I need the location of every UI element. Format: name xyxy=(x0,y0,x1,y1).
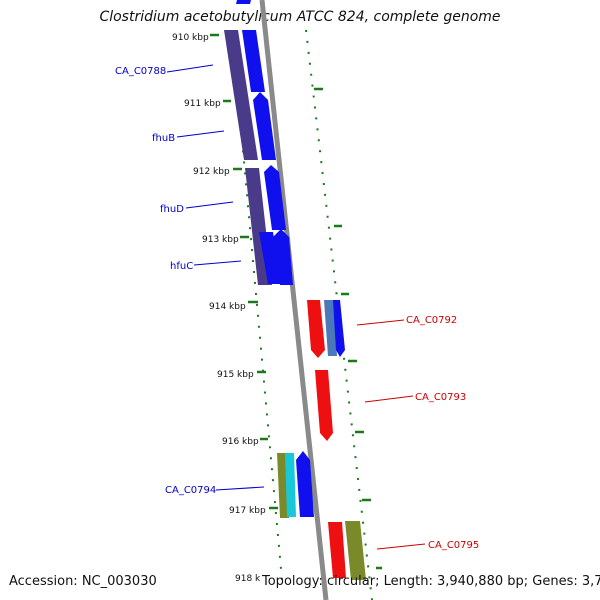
tick-label-910: 910 kbp xyxy=(172,33,209,43)
tick-label-916: 916 kbp xyxy=(222,437,259,447)
genome-backbone xyxy=(259,0,329,600)
leader-ca-c0792 xyxy=(356,319,405,326)
gene-label-hfuc: hfuC xyxy=(170,261,193,272)
tick-label-913: 913 kbp xyxy=(202,235,239,245)
leader-fhud xyxy=(185,201,234,209)
right-major-ticks xyxy=(314,87,382,570)
tick-label-917: 917 kbp xyxy=(229,506,266,516)
tick-label-912: 912 kbp xyxy=(193,167,230,177)
gene-block-blue-7 xyxy=(333,300,345,357)
left-major-ticks xyxy=(210,33,278,510)
gene-label-ca-c0794: CA_C0794 xyxy=(165,485,216,496)
gene-block-blue-top xyxy=(236,0,251,4)
gene-block-blue-2 xyxy=(253,92,276,160)
gene-label-ca-c0788: CA_C0788 xyxy=(115,66,166,77)
gene-label-ca-c0795: CA_C0795 xyxy=(428,540,479,551)
gene-block-blue-6 xyxy=(296,451,314,517)
leader-ca-c0793 xyxy=(364,395,414,403)
tick-label-911: 911 kbp xyxy=(184,99,221,109)
gene-block-red-3 xyxy=(328,522,346,578)
tick-label-915: 915 kbp xyxy=(217,370,254,380)
leader-ca-c0794 xyxy=(215,486,265,491)
gene-block-blue-3 xyxy=(264,165,286,230)
topology-text: Topology: circular; Length: 3,940,880 bp… xyxy=(262,574,600,589)
leader-ca-c0795 xyxy=(376,543,426,550)
gene-block-blue-1 xyxy=(242,30,265,92)
gene-label-ca-c0793: CA_C0793 xyxy=(415,392,466,403)
gene-block-indigo-1 xyxy=(224,30,258,160)
gene-label-fhud: fhuD xyxy=(160,204,184,215)
leader-hfuc xyxy=(193,260,242,266)
map-title: Clostridium acetobutylicum ATCC 824, com… xyxy=(99,9,501,25)
accession-text: Accession: NC_003030 xyxy=(9,574,157,589)
gene-label-ca-c0792: CA_C0792 xyxy=(406,315,457,326)
gene-block-steel xyxy=(324,300,337,356)
tick-label-914: 914 kbp xyxy=(209,302,246,312)
gene-block-red-1 xyxy=(307,300,325,358)
left-ruler-dots xyxy=(231,29,283,581)
gene-block-red-2 xyxy=(315,370,333,441)
tick-label-918: 918 k xyxy=(235,574,261,584)
gene-label-fhub: fhuB xyxy=(152,133,175,144)
leader-ca-c0788 xyxy=(166,64,214,73)
leader-fhub xyxy=(176,130,225,138)
gene-block-blue-4 xyxy=(259,232,281,284)
gene-block-blue-5 xyxy=(273,229,293,285)
gene-block-cyan xyxy=(285,453,296,517)
gene-block-olive-2 xyxy=(345,521,366,580)
